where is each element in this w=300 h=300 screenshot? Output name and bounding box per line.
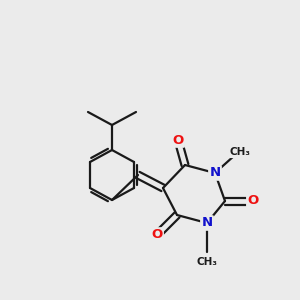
Text: O: O xyxy=(152,229,163,242)
Text: N: N xyxy=(209,167,220,179)
Text: O: O xyxy=(248,194,259,208)
Text: CH₃: CH₃ xyxy=(196,257,218,267)
Text: N: N xyxy=(201,217,213,230)
Text: CH₃: CH₃ xyxy=(230,147,250,157)
Text: O: O xyxy=(172,134,184,146)
